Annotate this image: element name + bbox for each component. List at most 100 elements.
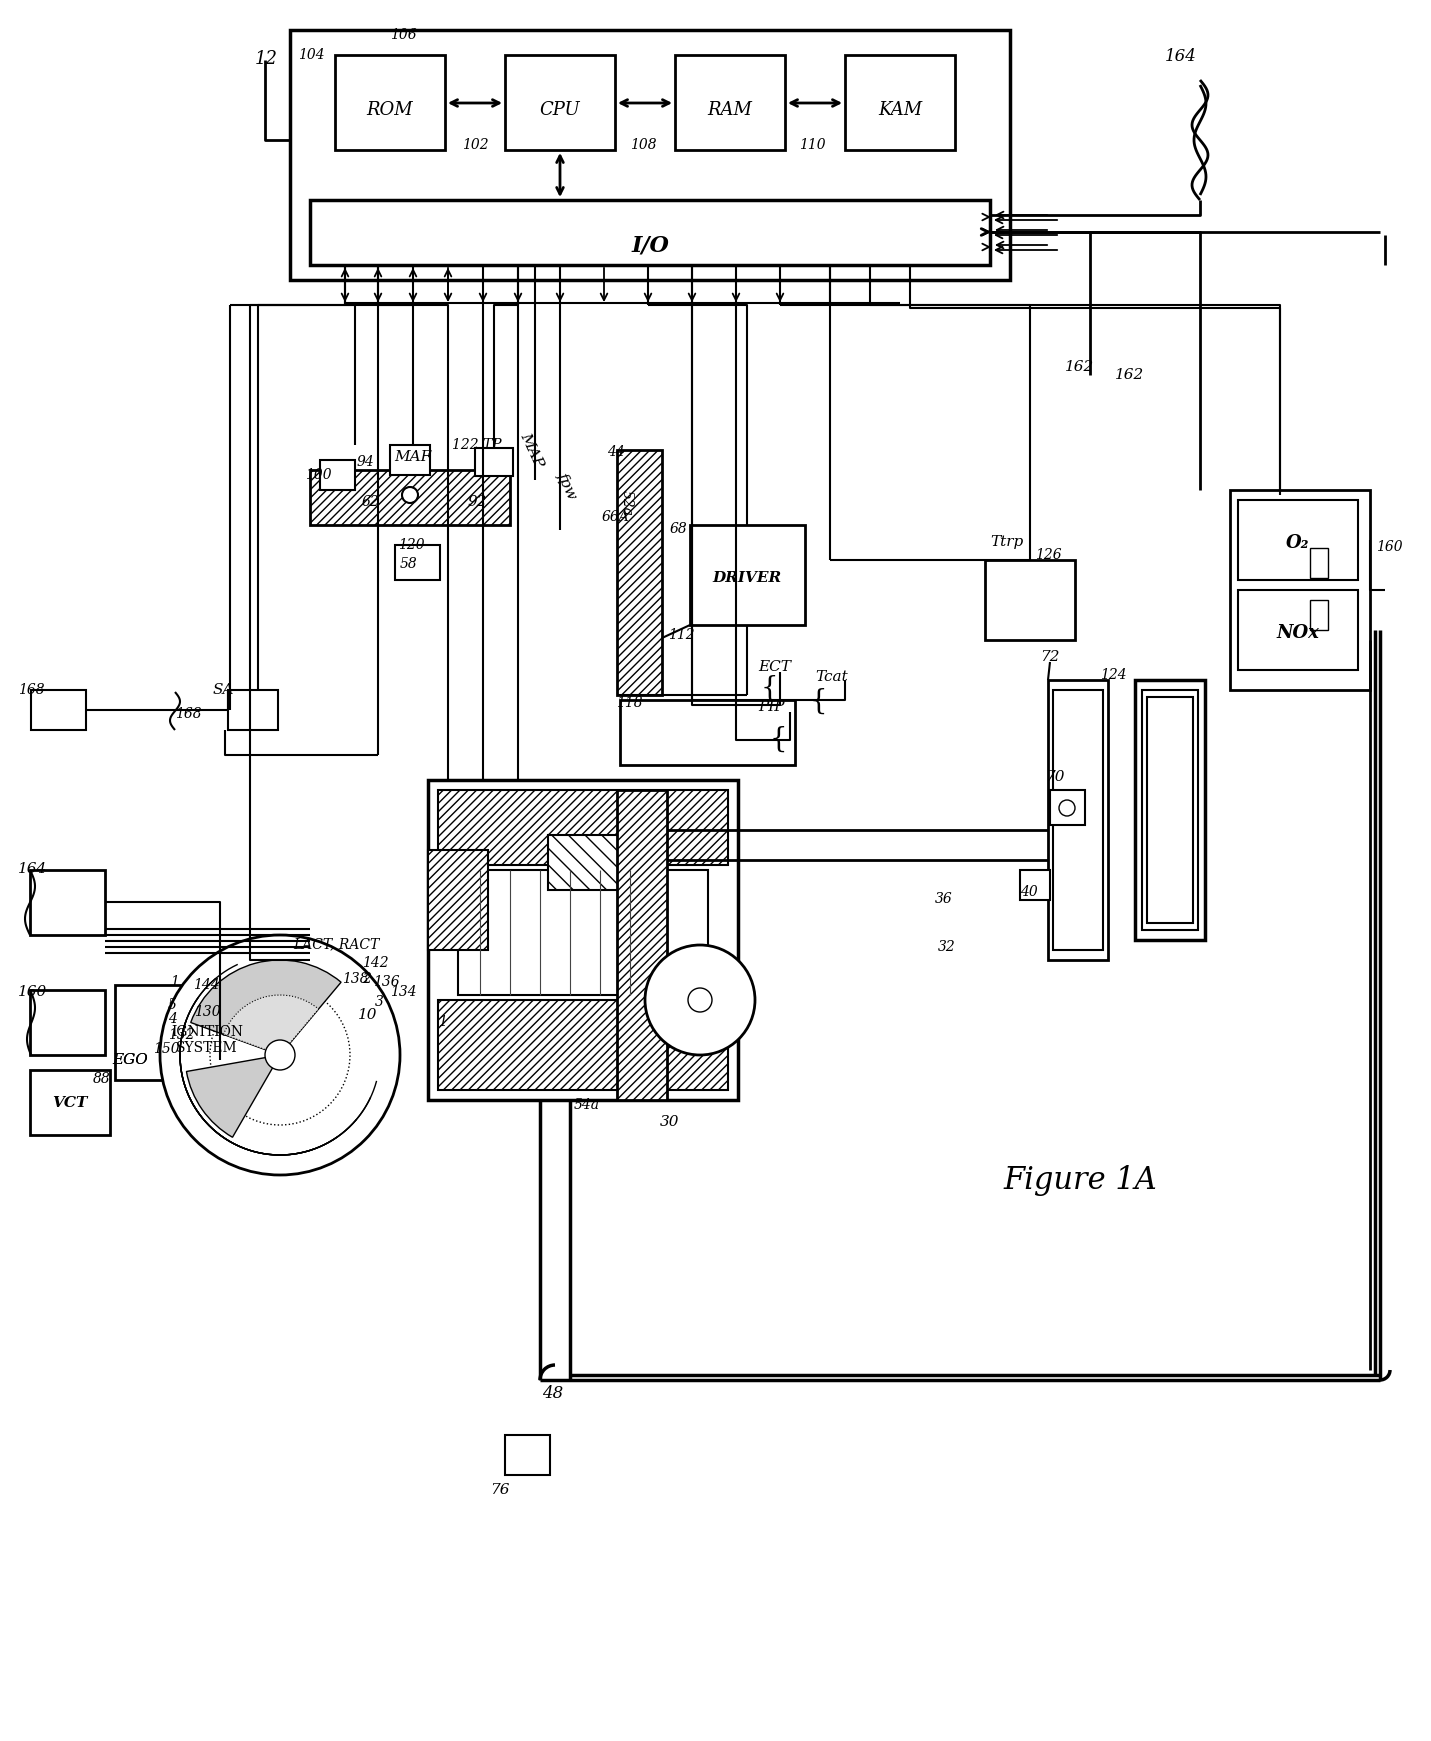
Bar xyxy=(335,56,445,150)
Text: 106: 106 xyxy=(391,28,416,42)
Text: 164: 164 xyxy=(1165,49,1196,64)
Text: 126: 126 xyxy=(1035,548,1062,562)
Text: {: { xyxy=(810,688,827,716)
Text: 94: 94 xyxy=(356,454,375,468)
Wedge shape xyxy=(186,1055,280,1137)
Text: 160: 160 xyxy=(19,985,47,999)
Text: DRIVER: DRIVER xyxy=(713,571,781,585)
Text: 112: 112 xyxy=(668,629,694,642)
Text: 70: 70 xyxy=(1045,770,1065,783)
Bar xyxy=(505,56,615,150)
Text: CPU: CPU xyxy=(539,101,581,118)
Bar xyxy=(31,689,86,729)
Bar xyxy=(675,56,786,150)
Circle shape xyxy=(265,1039,295,1071)
Text: 48: 48 xyxy=(542,1386,564,1402)
Text: 2: 2 xyxy=(362,971,371,985)
Text: Tcat: Tcat xyxy=(816,670,847,684)
Bar xyxy=(311,200,990,265)
Bar xyxy=(1238,500,1358,580)
Bar xyxy=(30,870,104,935)
Text: 40: 40 xyxy=(1020,884,1037,898)
Text: 144: 144 xyxy=(193,978,219,992)
Bar xyxy=(30,991,104,1055)
Text: 136: 136 xyxy=(373,975,399,989)
Text: 122 TP: 122 TP xyxy=(452,439,502,453)
Bar xyxy=(321,460,355,489)
Circle shape xyxy=(1059,801,1075,817)
Text: {: { xyxy=(761,676,778,702)
Text: MAF: MAF xyxy=(395,449,432,465)
Text: fpw: fpw xyxy=(555,470,580,501)
Bar xyxy=(1309,601,1328,630)
Bar xyxy=(617,790,667,1100)
Bar xyxy=(290,30,1010,280)
Text: 52a: 52a xyxy=(620,489,634,515)
Bar xyxy=(391,446,429,475)
Circle shape xyxy=(402,487,418,503)
Wedge shape xyxy=(190,959,341,1055)
Text: MAP: MAP xyxy=(518,430,547,470)
Bar xyxy=(620,700,796,764)
Text: 104: 104 xyxy=(298,49,325,63)
Text: 100: 100 xyxy=(305,468,332,482)
Bar xyxy=(690,526,806,625)
Text: O₂: O₂ xyxy=(1286,534,1309,552)
Bar xyxy=(438,999,728,1090)
Text: 1: 1 xyxy=(170,975,179,989)
Bar xyxy=(1135,681,1205,940)
Bar xyxy=(1020,870,1050,900)
Text: NOx: NOx xyxy=(1276,623,1319,642)
Text: 62: 62 xyxy=(362,494,379,508)
Text: 92: 92 xyxy=(467,494,487,508)
Text: KAM: KAM xyxy=(879,101,922,118)
Bar xyxy=(458,870,708,996)
Text: RAM: RAM xyxy=(707,101,753,118)
Text: PIP: PIP xyxy=(758,700,784,714)
Text: 32: 32 xyxy=(937,940,956,954)
Text: I/O: I/O xyxy=(631,233,668,256)
Text: 110: 110 xyxy=(798,138,826,151)
Bar xyxy=(1053,689,1103,951)
Text: 142: 142 xyxy=(362,956,389,970)
Wedge shape xyxy=(223,996,319,1055)
Text: VCT: VCT xyxy=(53,1097,87,1111)
Text: IGNITION
SYSTEM: IGNITION SYSTEM xyxy=(170,1025,243,1055)
Text: 5: 5 xyxy=(167,998,177,1012)
Bar xyxy=(617,449,663,695)
Bar xyxy=(428,850,488,951)
Bar xyxy=(1047,681,1108,959)
Text: ROM: ROM xyxy=(366,101,414,118)
Bar xyxy=(1238,590,1358,670)
Text: SA: SA xyxy=(213,682,235,696)
Bar xyxy=(844,56,954,150)
Bar xyxy=(1148,696,1193,923)
Text: 150: 150 xyxy=(153,1043,180,1057)
Text: 3: 3 xyxy=(375,996,384,1010)
Text: 132: 132 xyxy=(167,1027,195,1043)
Bar xyxy=(228,689,278,729)
Text: 124: 124 xyxy=(1100,669,1126,682)
Text: LACT, RACT: LACT, RACT xyxy=(293,937,379,951)
Text: 88: 88 xyxy=(93,1072,110,1086)
Bar xyxy=(114,985,301,1079)
Text: 168: 168 xyxy=(175,707,202,721)
Text: EGO: EGO xyxy=(112,1053,147,1067)
Text: 44: 44 xyxy=(607,446,625,460)
Bar xyxy=(985,561,1075,641)
Text: 138: 138 xyxy=(342,971,369,985)
Text: 72: 72 xyxy=(1040,649,1059,663)
Text: 102: 102 xyxy=(462,138,488,151)
Text: 10: 10 xyxy=(358,1008,378,1022)
Text: 160: 160 xyxy=(1377,540,1402,554)
Text: 134: 134 xyxy=(391,985,416,999)
Text: 168: 168 xyxy=(19,682,44,696)
Text: 164: 164 xyxy=(19,862,47,876)
Text: Ttrp: Ttrp xyxy=(990,534,1023,548)
Bar xyxy=(428,780,738,1100)
Text: 58: 58 xyxy=(401,557,418,571)
Text: EGO: EGO xyxy=(112,1053,147,1067)
Bar xyxy=(311,470,509,526)
Bar xyxy=(505,1435,550,1475)
Text: 130: 130 xyxy=(195,1005,220,1018)
